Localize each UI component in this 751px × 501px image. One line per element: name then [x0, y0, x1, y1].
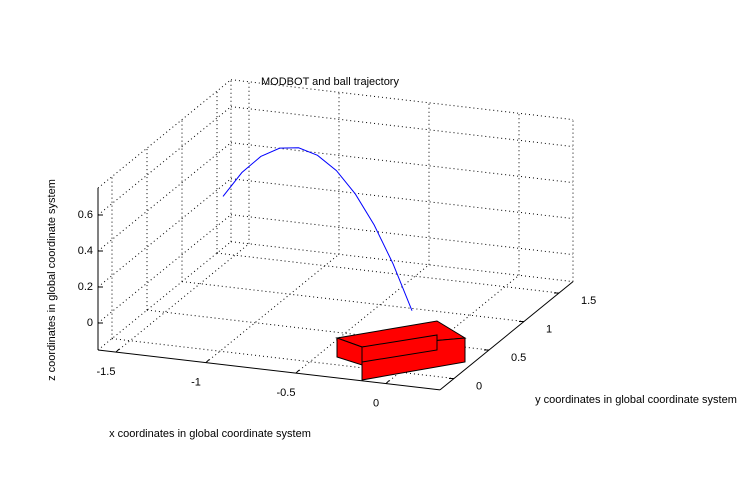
grid-line [230, 178, 574, 220]
x-tick-label: -0.5 [277, 387, 296, 399]
grid-line [111, 338, 455, 379]
y-axis-label: y coordinates in global coordinate syste… [535, 394, 737, 406]
grid-line [230, 142, 574, 184]
axis-line [97, 349, 441, 391]
grid-line [216, 252, 560, 294]
robot-inner-face [361, 334, 438, 363]
grid-line [205, 253, 340, 363]
tick-mark [205, 359, 210, 363]
grid-line [295, 264, 430, 374]
grid-line [181, 281, 525, 322]
x-tick-label: 0 [373, 398, 379, 410]
grid-line [97, 106, 232, 216]
y-tick-label: 1.5 [581, 295, 596, 307]
z-tick-label: 0 [87, 317, 93, 329]
z-tick-label: 0.4 [78, 245, 93, 257]
grid-line [230, 214, 574, 256]
x-tick-label: -1 [191, 377, 201, 389]
grid-line [97, 214, 232, 324]
tick-mark [295, 369, 300, 374]
axis-line [439, 281, 574, 391]
tick-mark [115, 348, 120, 353]
ball-trajectory [222, 147, 413, 311]
grid-line [230, 106, 574, 148]
z-axis-label: z coordinates in global coordinate syste… [46, 179, 58, 381]
chart-title: MODBOT and ball trajectory [261, 76, 399, 88]
box-edge [97, 79, 232, 189]
grid-line [97, 178, 232, 288]
x-tick-label: -1.5 [97, 366, 116, 378]
z-tick-label: 0.2 [78, 281, 93, 293]
grid-line [146, 309, 490, 351]
grid-line [97, 142, 232, 252]
y-tick-label: 1 [546, 323, 552, 335]
box-edge [97, 241, 232, 351]
grid-line [115, 243, 250, 353]
robot [335, 320, 467, 381]
box-edge [230, 241, 574, 283]
box-edge [230, 79, 574, 121]
y-tick-label: 0.5 [511, 352, 526, 364]
z-tick-label: 0.6 [78, 209, 93, 221]
x-axis-label: x coordinates in global coordinate syste… [109, 428, 311, 440]
tick-mark [385, 380, 390, 384]
y-tick-label: 0 [476, 380, 482, 392]
